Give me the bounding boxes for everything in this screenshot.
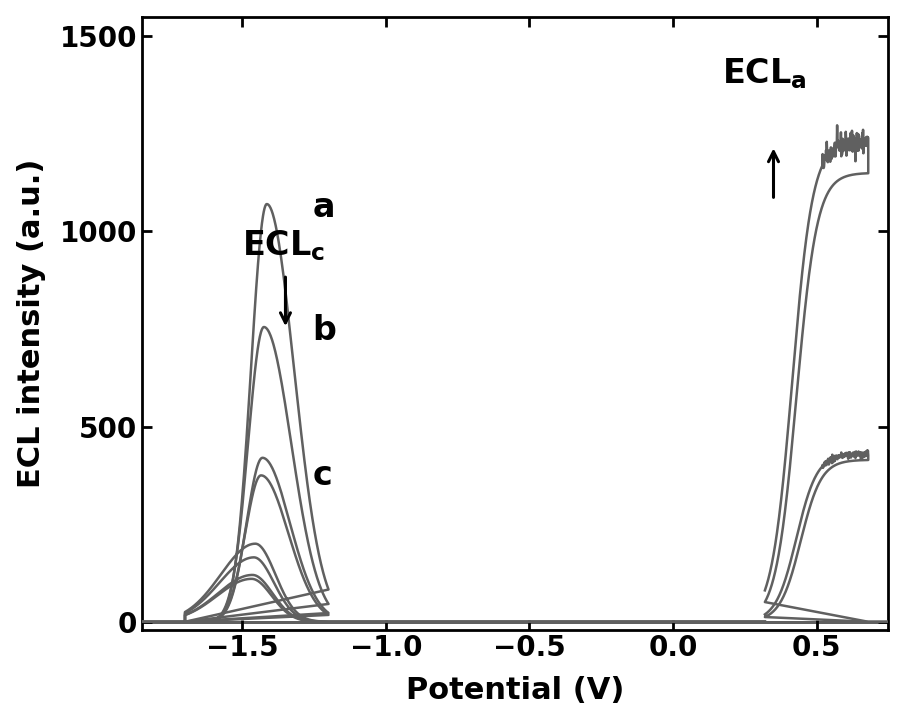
Text: a: a — [313, 191, 335, 225]
Text: ECL$_\mathbf{c}$: ECL$_\mathbf{c}$ — [243, 228, 326, 263]
Text: c: c — [313, 459, 332, 492]
Y-axis label: ECL intensity (a.u.): ECL intensity (a.u.) — [16, 158, 45, 488]
Text: b: b — [313, 315, 337, 347]
X-axis label: Potential (V): Potential (V) — [406, 677, 624, 705]
Text: ECL$_\mathbf{a}$: ECL$_\mathbf{a}$ — [722, 56, 806, 91]
